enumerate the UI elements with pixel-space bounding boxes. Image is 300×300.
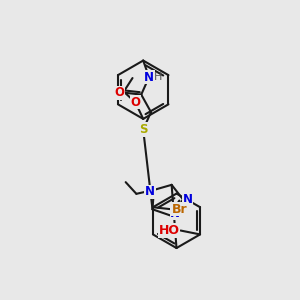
Text: O: O: [115, 86, 125, 99]
Text: H: H: [154, 72, 162, 82]
Text: N: N: [170, 207, 180, 220]
Text: N: N: [144, 70, 154, 84]
Text: HO: HO: [159, 224, 180, 237]
Text: N: N: [183, 193, 193, 206]
Text: N: N: [145, 185, 155, 198]
Text: O: O: [130, 96, 140, 109]
Text: S: S: [139, 123, 147, 136]
Text: Br: Br: [171, 202, 187, 216]
